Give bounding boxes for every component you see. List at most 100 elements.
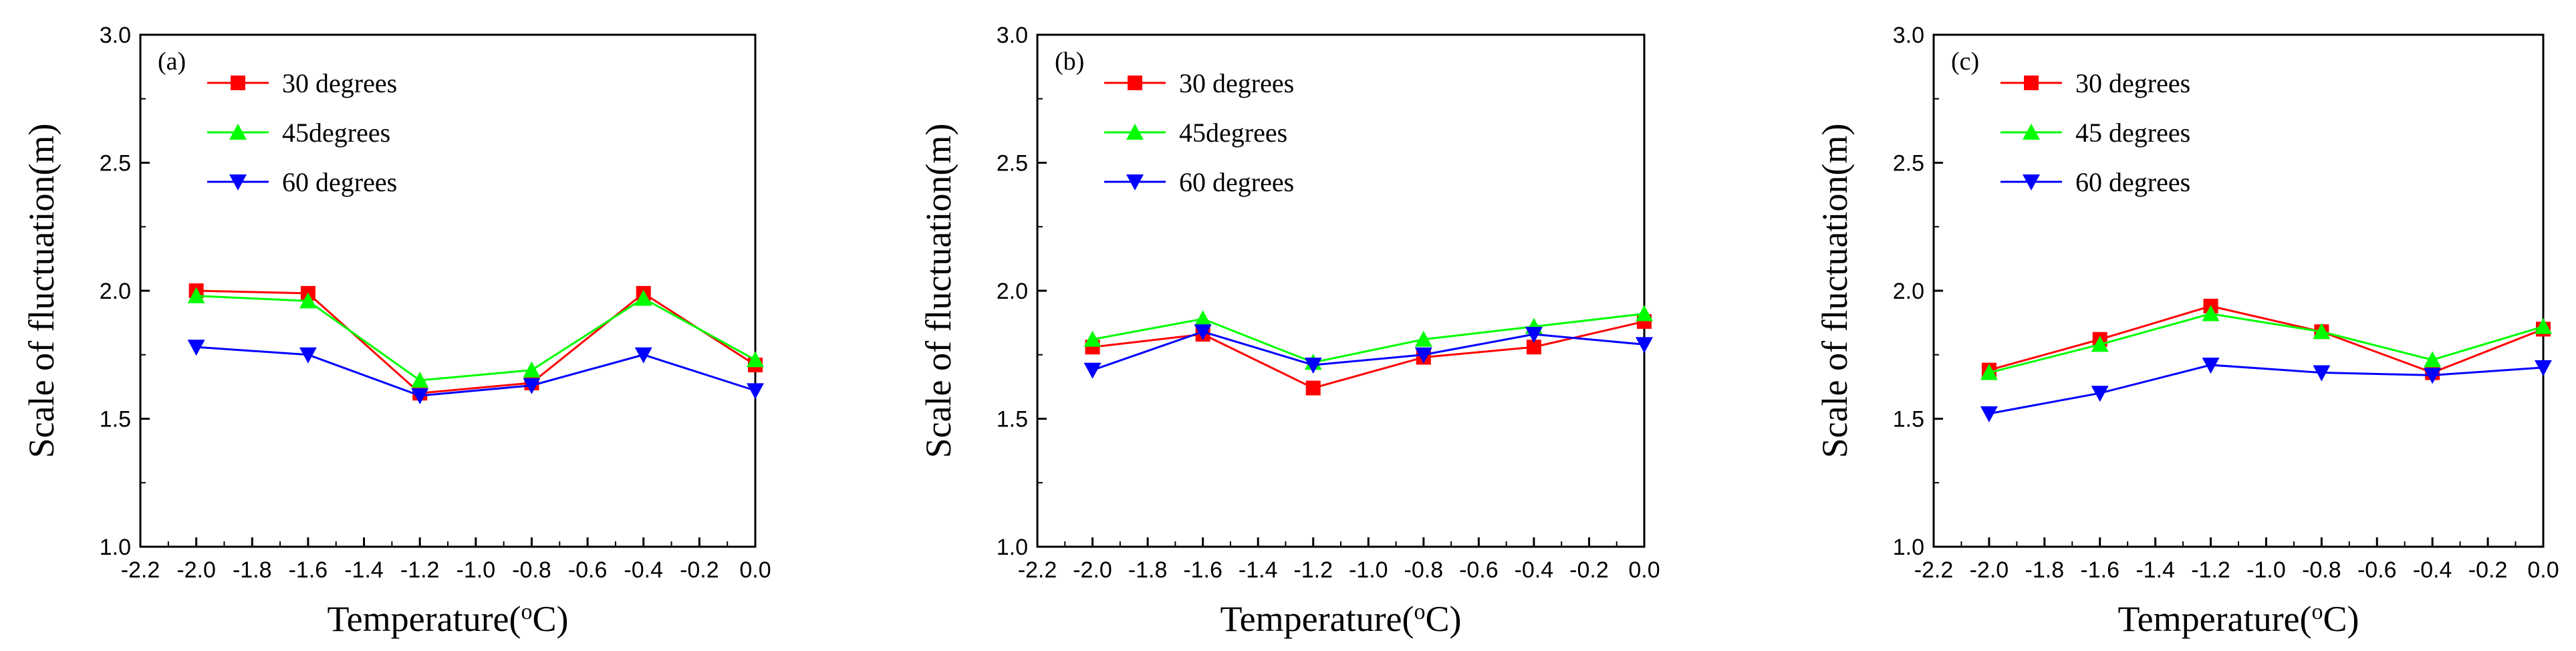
- data-point: [299, 347, 317, 364]
- x-axis-title: Temperature(oC): [1220, 599, 1461, 639]
- x-tick-label: -0.4: [2413, 557, 2452, 583]
- legend-marker: [229, 174, 247, 190]
- series-line: [1988, 312, 2544, 374]
- series-60-degrees: 60 degrees: [187, 167, 764, 405]
- x-tick-label: -1.8: [233, 557, 272, 583]
- series-30-degrees: 30 degrees: [1981, 68, 2551, 380]
- data-point: [1414, 347, 1432, 364]
- x-axis-title-unit: C): [533, 599, 569, 639]
- data-point: [523, 361, 541, 378]
- y-tick-label: 1.0: [1893, 535, 1924, 560]
- x-tick-label: -1.6: [2080, 557, 2119, 583]
- plot-frame: [1932, 33, 2545, 548]
- series-45-degrees: 45 degrees: [1980, 118, 2552, 380]
- data-point: [411, 388, 429, 405]
- x-tick-label: -0.8: [1404, 557, 1444, 583]
- legend-marker: [2023, 174, 2040, 190]
- y-tick-label: 3.0: [100, 23, 131, 48]
- x-tick-label: -1.4: [1239, 557, 1278, 583]
- data-point: [1980, 406, 1998, 422]
- x-tick-label: -2.0: [1970, 557, 2009, 583]
- legend-label: 45 degrees: [2075, 118, 2190, 148]
- series-30-degrees: 30 degrees: [188, 68, 763, 401]
- x-tick-label: 0.0: [1628, 557, 1660, 583]
- data-point: [2091, 386, 2109, 402]
- chart-panel-b: -2.2 -2.0 -1.8 -1.6 -1.4 -1.2 -1.0 -0.8 -0.6 -0.4…: [918, 23, 1660, 639]
- x-tick-label: -0.2: [1569, 557, 1609, 583]
- data-point: [2313, 365, 2331, 382]
- data-point: [2535, 360, 2552, 376]
- data-point: [1980, 364, 1998, 380]
- y-tick-label: 2.5: [1893, 151, 1924, 176]
- legend-marker: [1128, 76, 1142, 90]
- y-tick-label: 3.0: [1893, 23, 1924, 48]
- data-point: [187, 287, 205, 303]
- legend-marker: [2023, 124, 2040, 140]
- series-line: [1092, 312, 1645, 364]
- data-point: [2535, 317, 2552, 334]
- x-axis-title-main: Temperature(: [2117, 599, 2311, 639]
- x-tick-label: -0.6: [2357, 557, 2397, 583]
- x-tick-label: -2.2: [1018, 557, 1057, 583]
- x-tick-label: -1.4: [2136, 557, 2175, 583]
- y-tick-label: 1.5: [1893, 407, 1924, 432]
- legend-label: 30 degrees: [2075, 68, 2190, 98]
- x-axis-title-main: Temperature(: [327, 599, 521, 639]
- series-30-degrees: 30 degrees: [1085, 68, 1652, 396]
- legend-label: 60 degrees: [2075, 167, 2190, 197]
- x-tick-label: -1.8: [2025, 557, 2065, 583]
- y-tick-label: 1.5: [100, 407, 131, 432]
- y-tick-label: 2.5: [100, 151, 131, 176]
- y-tick-label: 1.0: [100, 535, 131, 560]
- x-tick-label: -1.2: [1293, 557, 1333, 583]
- x-tick-label: 0.0: [739, 557, 771, 583]
- legend-marker: [229, 124, 247, 140]
- x-axis-title: Temperature(oC): [327, 599, 568, 639]
- series-60-degrees: 60 degrees: [1980, 167, 2552, 422]
- data-point: [2202, 305, 2220, 321]
- x-axis-title: Temperature(oC): [2117, 599, 2359, 639]
- legend-label: 30 degrees: [1179, 68, 1294, 98]
- data-point: [1083, 362, 1102, 379]
- x-axis-title-degree: o: [2312, 600, 2323, 624]
- series-line: [1092, 320, 1645, 390]
- series-line: [196, 289, 756, 394]
- series-line: [1988, 305, 2544, 374]
- legend-label: 45degrees: [282, 118, 390, 148]
- x-tick-label: -1.2: [400, 557, 440, 583]
- data-point: [634, 289, 652, 306]
- x-tick-label: -1.4: [344, 557, 384, 583]
- chart-panel-a: -2.2 -2.0 -1.8 -1.6 -1.4 -1.2 -1.0 -0.8 -0.6 -0.4…: [21, 23, 771, 639]
- x-tick-label: -1.6: [1183, 557, 1222, 583]
- series-line: [196, 295, 756, 382]
- data-point: [2091, 336, 2109, 352]
- data-point: [2424, 351, 2442, 368]
- legend-label: 60 degrees: [282, 167, 397, 197]
- series-line: [1092, 330, 1645, 372]
- x-tick-label: -1.0: [457, 557, 496, 583]
- legend-marker: [231, 76, 245, 90]
- data-point: [1194, 324, 1212, 341]
- y-tick-label: 1.5: [997, 407, 1028, 432]
- legend-label: 45degrees: [1179, 118, 1287, 148]
- data-point: [634, 347, 652, 364]
- plot-frame: [1036, 33, 1646, 548]
- legend-marker: [1126, 174, 1144, 190]
- series-line: [1988, 364, 2544, 415]
- series-45degrees: 45degrees: [187, 118, 764, 388]
- y-axis-title: Scale of fluctuation(m): [21, 124, 61, 459]
- x-tick-label: 0.0: [2527, 557, 2559, 583]
- x-tick-label: -0.2: [2468, 557, 2508, 583]
- x-axis-title-main: Temperature(: [1220, 599, 1414, 639]
- x-tick-label: -2.0: [1073, 557, 1112, 583]
- data-point: [523, 378, 541, 394]
- x-tick-label: -1.0: [1349, 557, 1388, 583]
- panel-label: (c): [1951, 47, 1979, 76]
- data-point: [299, 292, 317, 309]
- x-tick-label: -2.0: [176, 557, 216, 583]
- y-tick-label: 2.0: [997, 279, 1028, 304]
- panel-label: (a): [158, 47, 186, 76]
- data-point: [411, 372, 429, 388]
- x-tick-label: -0.8: [512, 557, 551, 583]
